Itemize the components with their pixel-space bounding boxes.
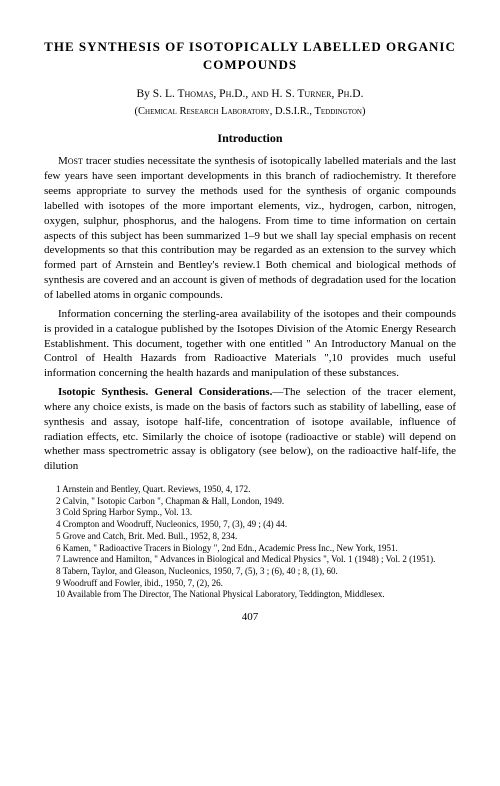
para1-lead: Most [58,155,83,167]
paragraph-2: Information concerning the sterling-area… [44,307,456,381]
para3-body: —The selection of the tracer element, wh… [44,386,456,472]
reference-6: 6 Kamen, " Radioactive Tracers in Biolog… [44,543,456,555]
page-number: 407 [44,611,456,623]
subsection-heading: Isotopic Synthesis. General Consideratio… [58,386,272,398]
reference-8: 8 Tabern, Taylor, and Gleason, Nucleonic… [44,566,456,578]
reference-3: 3 Cold Spring Harbor Symp., Vol. 13. [44,507,456,519]
paragraph-3: Isotopic Synthesis. General Consideratio… [44,385,456,474]
paper-title: THE SYNTHESIS OF ISOTOPICALLY LABELLED O… [44,38,456,74]
authors-names: S. L. Thomas, Ph.D., and H. S. Turner, P… [153,88,364,100]
paragraph-1: Most tracer studies necessitate the synt… [44,154,456,302]
reference-2: 2 Calvin, " Isotopic Carbon ", Chapman &… [44,496,456,508]
page-container: THE SYNTHESIS OF ISOTOPICALLY LABELLED O… [0,0,500,643]
affiliation: (Chemical Research Laboratory, D.S.I.R.,… [44,106,456,117]
reference-5: 5 Grove and Catch, Brit. Med. Bull., 195… [44,531,456,543]
references-block: 1 Arnstein and Bentley, Quart. Reviews, … [44,484,456,601]
reference-9: 9 Woodruff and Fowler, ibid., 1950, 7, (… [44,578,456,590]
para1-body: tracer studies necessitate the synthesis… [44,155,456,301]
authors-line: By S. L. Thomas, Ph.D., and H. S. Turner… [44,88,456,100]
reference-4: 4 Crompton and Woodruff, Nucleonics, 195… [44,519,456,531]
reference-10: 10 Available from The Director, The Nati… [44,589,456,601]
reference-1: 1 Arnstein and Bentley, Quart. Reviews, … [44,484,456,496]
reference-7: 7 Lawrence and Hamilton, " Advances in B… [44,554,456,566]
section-heading: Introduction [44,131,456,146]
authors-prefix: By [137,88,153,100]
